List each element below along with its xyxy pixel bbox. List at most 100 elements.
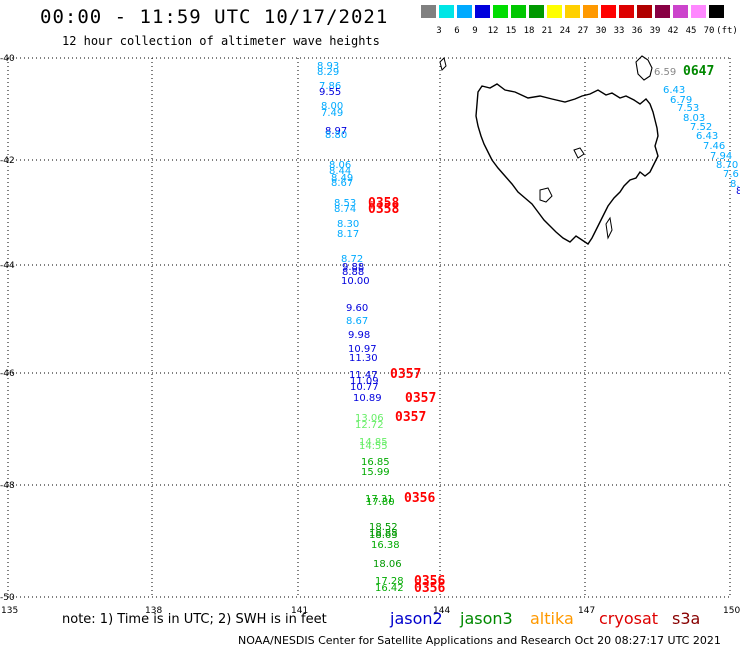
wave-height-value: 7.86 xyxy=(319,81,341,92)
wave-height-value: 9.98 xyxy=(348,330,370,341)
longitude-label: 138 xyxy=(145,606,162,616)
wave-height-value: 8 xyxy=(736,186,740,197)
wave-height-value: 6.79 xyxy=(670,95,692,106)
satellite-legend-item: s3a xyxy=(672,609,701,628)
wave-height-value: 8.93 xyxy=(317,61,339,72)
pass-time-label: 0357 xyxy=(395,410,426,425)
wave-height-value: 11.09 xyxy=(350,376,379,387)
legend-swatch xyxy=(709,5,724,18)
satellite-legend-item: jason2 xyxy=(390,609,443,628)
legend-label: 12 xyxy=(487,26,499,36)
wave-height-value: 7.94 xyxy=(710,151,732,162)
wave-height-value: 8.03 xyxy=(683,113,705,124)
satellite-legend-item: altika xyxy=(530,609,574,628)
legend-swatch xyxy=(475,5,490,18)
wave-height-value: 17.31 xyxy=(365,494,394,505)
latitude-label: -46 xyxy=(0,369,15,379)
tasmania-coastline xyxy=(475,83,659,245)
wave-height-value: 8.97 xyxy=(325,126,347,137)
legend-swatch xyxy=(619,5,634,18)
legend-label: 9 xyxy=(472,26,478,36)
wave-height-value: 12.72 xyxy=(355,420,384,431)
wave-height-value: 18.06 xyxy=(373,559,402,570)
map-grid: -40 -42 -44 -46 -48 -50 135 138 141 144 147 150 xyxy=(0,54,740,616)
pass-time-label: 0357 xyxy=(405,391,436,406)
pass-time-label: 0358 xyxy=(368,202,399,217)
wave-height-value: 17.80 xyxy=(366,497,395,508)
wave-height-value: 8.17 xyxy=(337,229,359,240)
wave-height-value: 13.06 xyxy=(355,413,384,424)
longitude-label: 135 xyxy=(1,606,18,616)
legend-swatch xyxy=(673,5,688,18)
legend-swatch xyxy=(421,5,436,18)
wave-height-value: 14.85 xyxy=(359,437,388,448)
legend-label: 36 xyxy=(631,26,643,36)
wave-height-value: 18.63 xyxy=(369,530,398,541)
pass-time-label: 0358 xyxy=(368,196,399,211)
legend-label: 70 xyxy=(703,26,715,36)
wave-height-value: 10.97 xyxy=(348,344,377,355)
wave-height-value: 8.00 xyxy=(321,101,343,112)
pass-time-label: 0647 xyxy=(683,64,714,79)
legend-label: 45 xyxy=(685,26,697,36)
wave-height-value: 8.80 xyxy=(325,130,347,141)
lake-gordon xyxy=(539,187,553,203)
wave-height-value: 9.60 xyxy=(346,303,368,314)
flinders-island xyxy=(635,55,653,81)
bruny-island xyxy=(605,216,613,240)
legend-swatch xyxy=(493,5,508,18)
longitude-label: 150 xyxy=(723,606,740,616)
wave-height-value: 8.67 xyxy=(331,178,353,189)
legend-swatch xyxy=(601,5,616,18)
wave-height-value: 14.55 xyxy=(359,441,388,452)
wave-height-value: 16.42 xyxy=(375,583,404,594)
wave-height-value: 7.46 xyxy=(703,141,725,152)
legend-swatch xyxy=(529,5,544,18)
legend-swatch xyxy=(457,5,472,18)
wave-height-value: 8.49 xyxy=(331,173,353,184)
wave-height-value: 8.74 xyxy=(334,204,356,215)
legend-label: (ft) xyxy=(716,26,738,36)
legend-label: 30 xyxy=(595,26,607,36)
longitude-label: 144 xyxy=(433,606,450,616)
wave-height-value: 18.52 xyxy=(369,522,398,533)
legend-label: 24 xyxy=(559,26,571,36)
wave-height-value: 8. xyxy=(730,179,740,190)
wave-height-value: 8.30 xyxy=(337,219,359,230)
longitude-label: 147 xyxy=(578,606,595,616)
satellite-track-labels: 8.938.29 7.869.55 8.007.49 8.978.80 8.068.44… xyxy=(317,61,740,596)
king-island xyxy=(439,57,447,71)
legend-swatch xyxy=(439,5,454,18)
wave-height-value: 8.67 xyxy=(346,316,368,327)
legend-label: 42 xyxy=(667,26,679,36)
wave-height-value: 6.43 xyxy=(663,85,685,96)
legend-label: 33 xyxy=(613,26,625,36)
credit-line: NOAA/NESDIS Center for Satellite Applica… xyxy=(238,634,721,647)
satellite-legend-item: cryosat xyxy=(599,609,659,628)
wave-height-value: 8.44 xyxy=(329,166,351,177)
wave-height-value: 8.29 xyxy=(317,67,339,78)
pass-time-label: 0356 xyxy=(404,491,435,506)
legend-label: 21 xyxy=(541,26,553,36)
wave-height-value: 7.49 xyxy=(321,108,343,119)
wave-height-value: 10.00 xyxy=(341,276,370,287)
legend-swatch xyxy=(637,5,652,18)
wave-height-value: 7.6 xyxy=(723,169,739,180)
latitude-label: -50 xyxy=(0,593,15,603)
legend-label: 6 xyxy=(454,26,460,36)
pass-time-label: 0356 xyxy=(414,574,445,589)
legend-swatch xyxy=(655,5,670,18)
wave-height-value: 7.53 xyxy=(677,103,699,114)
legend-label: 3 xyxy=(436,26,442,36)
wave-height-value: 15.99 xyxy=(361,467,390,478)
legend-label: 27 xyxy=(577,26,589,36)
wave-height-value: 10.77 xyxy=(350,382,379,393)
wave-height-value: 11.47 xyxy=(349,370,378,381)
legend-swatch xyxy=(547,5,562,18)
pass-time-label: 0357 xyxy=(390,367,421,382)
wave-height-value: 11.30 xyxy=(349,353,378,364)
legend-label: 18 xyxy=(523,26,535,36)
latitude-label: -42 xyxy=(0,156,15,166)
legend-swatch xyxy=(565,5,580,18)
